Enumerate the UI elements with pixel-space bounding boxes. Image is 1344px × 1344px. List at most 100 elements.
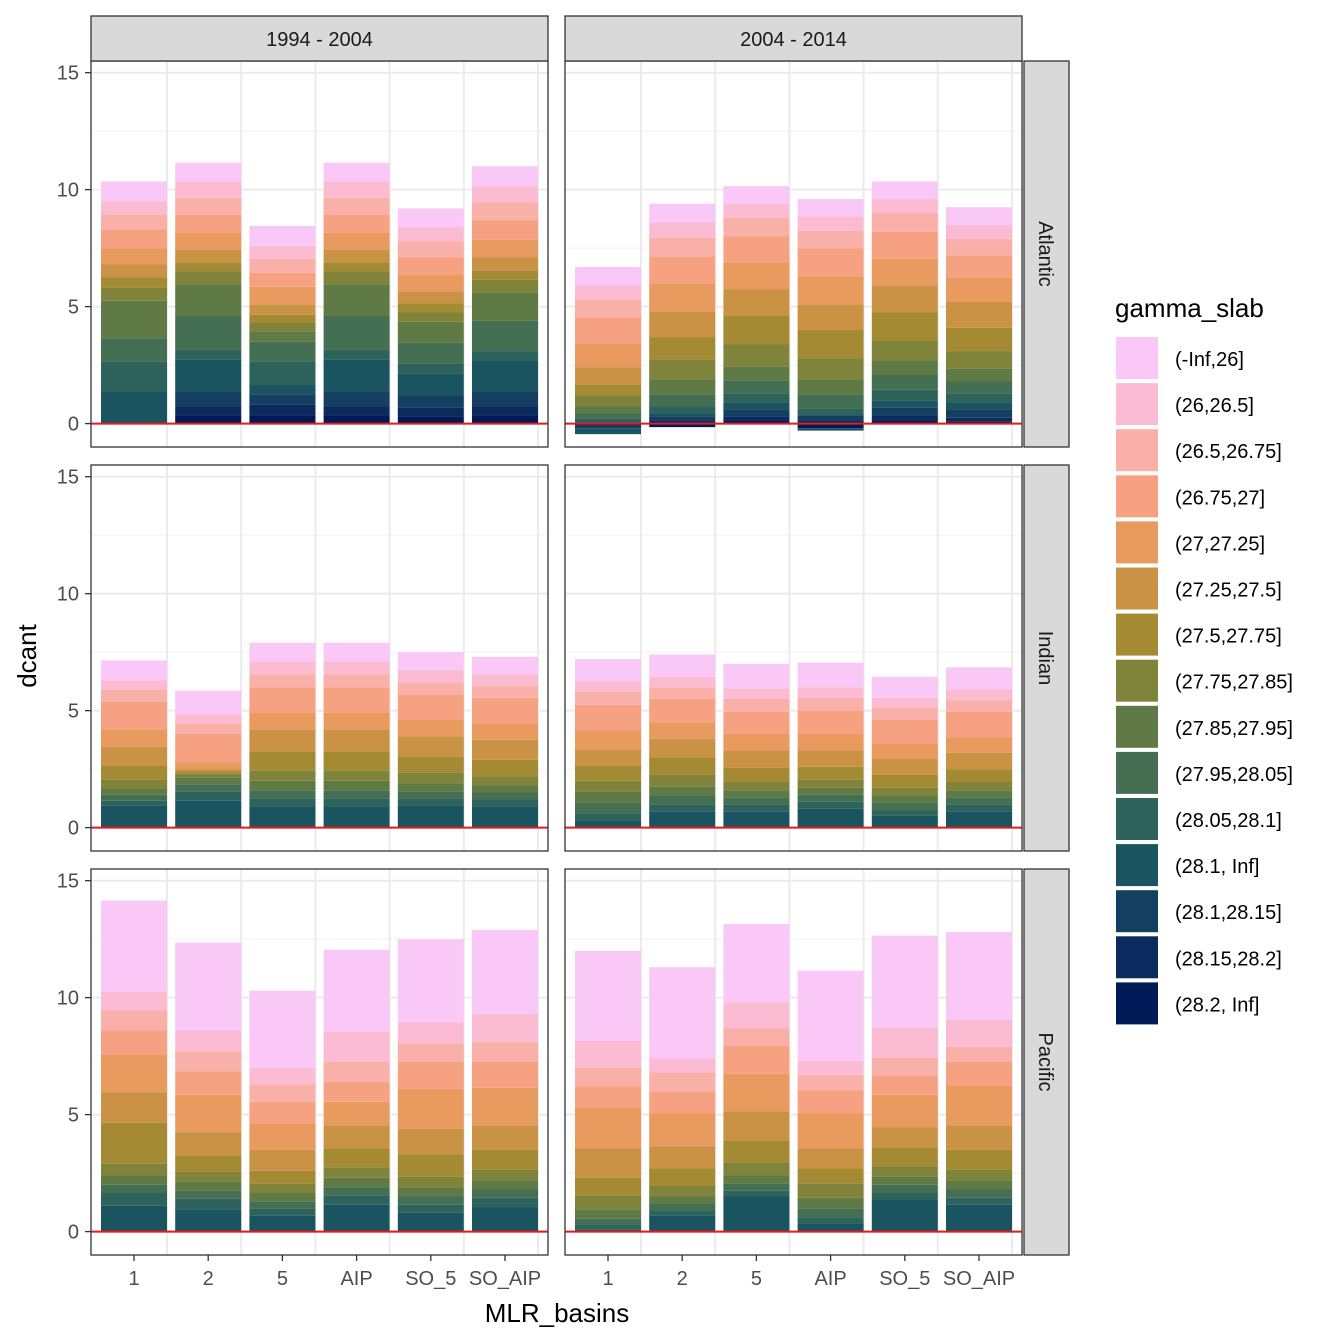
bar-segment [946,393,1012,403]
bar-segment [175,734,242,763]
legend-swatch [1116,613,1158,656]
bar-segment [472,1062,538,1088]
legend-label: (27,27.25] [1175,533,1265,555]
bar-segment [797,662,864,688]
x-tick-label: 1 [128,1268,139,1290]
bar-segment [946,700,1012,712]
bar-segment [946,711,1012,738]
bar-segment [649,804,716,812]
bar-segment [472,1087,538,1126]
bar-segment [397,1176,464,1188]
panel-1994-2004-atlantic: 0 5 10 15 [57,60,549,448]
column-strip [90,15,549,62]
bar-segment [249,1123,316,1150]
bar-segment [575,1218,641,1225]
bar-1 [101,181,167,424]
bar-segment [249,1149,316,1171]
bar-segment [472,279,538,293]
bar-segment [249,385,316,395]
bar-segment [871,697,938,708]
bar-segment [797,330,864,359]
bar-segment [797,801,864,809]
bar-segment [797,1060,864,1075]
bar-segment [723,1140,790,1163]
bar-segment [575,1229,641,1232]
bar-segment [797,428,864,431]
bar-segment [946,1085,1012,1126]
bar-segment [575,1195,641,1210]
bar-segment [175,791,242,801]
bar-segment [723,236,790,263]
bar-segment [797,276,864,305]
bar-segment [249,1084,316,1102]
bar-segment [397,669,464,683]
bar-segment [575,418,641,424]
legend-entry: (26.5,26.75] [1116,429,1282,472]
bar-segment [723,420,790,424]
bar-segment [249,990,316,1068]
x-tick-label: 1 [602,1268,613,1290]
bar-segment [397,939,464,1023]
bar-segment [472,406,538,416]
bar-segment [323,751,390,771]
bar-segment [175,392,242,407]
bar-segment [723,289,790,316]
bar-segment [946,1125,1012,1150]
bar-segment [472,320,538,352]
bar-segment [175,249,242,263]
bar-segment [175,359,242,393]
bar-segment [397,291,464,304]
bar-segment [871,1076,938,1095]
bar-segment [871,285,938,313]
bar-segment [723,1183,790,1191]
bar-segment [323,1204,390,1232]
bar-segment [649,757,716,775]
bar-segment [797,787,864,795]
y-axis-label: dcant [12,623,42,687]
legend-label: (28.05,28.1] [1175,810,1282,832]
bar-segment [797,794,864,802]
legend-entry: (27,27.25] [1116,521,1265,564]
bar-segment [175,415,242,424]
bar-segment [575,344,641,368]
panel-2004-2014-atlantic [564,60,1023,448]
bar-segment [723,416,790,421]
bar-segment [249,1101,316,1124]
bar-1 [575,950,641,1232]
bar-segment [397,227,464,242]
bar-segment [575,1107,641,1149]
x-tick-label: SO_AIP [469,1268,541,1290]
bar-segment [797,687,864,698]
bar-segment [249,798,316,807]
bar-segment [249,394,316,405]
bar-segment [472,270,538,280]
bar-segment [649,337,716,360]
legend-entry: (26,26.5] [1116,383,1254,426]
bar-segment [472,1125,538,1150]
bar-segment [797,1208,864,1218]
bar-segment [575,659,641,682]
bar-segment [472,697,538,724]
bar-segment [723,711,790,735]
bar-segment [797,734,864,751]
bar-segment [101,765,167,780]
bar-segment [175,181,242,198]
bar-segment [575,730,641,750]
y-tick-label: 0 [68,818,79,840]
bar-segment [397,1043,464,1062]
bar-segment [472,686,538,698]
bar-segment [175,942,242,1031]
bar-segment [946,1197,1012,1205]
bar-segment [397,395,464,408]
legend-label: (-Inf,26] [1175,349,1244,371]
bar-segment [575,749,641,766]
bar-segment [323,687,390,713]
bar-segment [323,349,390,360]
bar-segment [797,199,864,217]
bar-segment [723,402,790,410]
legend-swatch [1116,337,1158,379]
bar-segment [871,389,938,401]
bar-segment [323,780,390,791]
bar-segment [797,1113,864,1149]
bar-segment [397,736,464,757]
